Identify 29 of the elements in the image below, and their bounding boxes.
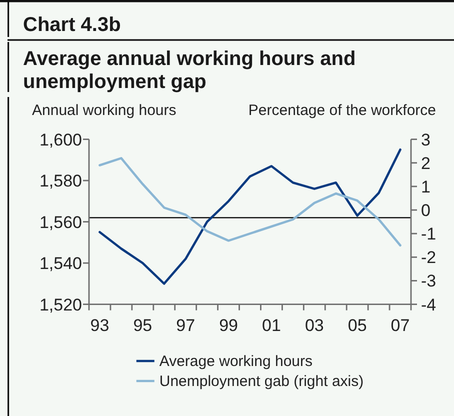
y2-tick-label: 3 <box>421 130 430 150</box>
x-tick-label: 05 <box>348 316 367 335</box>
x-tick-label: 03 <box>304 316 324 335</box>
chart-title: Average annual working hours and unemployment gap <box>23 48 356 93</box>
x-tick-label: 07 <box>390 316 410 335</box>
y-tick-label: 1,560 <box>39 212 82 232</box>
legend-label: Average working hours <box>159 353 313 370</box>
legend-label: Unemployment gab (right axis) <box>159 373 364 390</box>
x-tick-label: 99 <box>219 316 238 335</box>
y2-tick-label: 1 <box>421 177 430 196</box>
y2-axis-title: Percentage of the workforce <box>248 102 436 119</box>
x-tick-label: 93 <box>90 316 110 335</box>
y-tick-label: 1,580 <box>39 172 82 190</box>
y-tick-label: 1,600 <box>39 130 82 150</box>
x-tick-label: 01 <box>262 316 281 335</box>
y2-tick-label: 0 <box>421 200 430 220</box>
y-tick-label: 1,520 <box>39 295 82 314</box>
x-tick-label: 95 <box>133 316 152 335</box>
caption: Chart 4.3b <box>23 14 121 36</box>
x-tick-label: 97 <box>176 316 196 335</box>
y2-tick-label: -1 <box>421 224 436 244</box>
y2-tick-label: -2 <box>421 248 436 268</box>
y-tick-label: 1,540 <box>39 254 82 273</box>
line-series <box>98 157 402 247</box>
y2-tick-label: 2 <box>421 154 430 173</box>
line-series <box>98 148 402 285</box>
y2-tick-label: -3 <box>421 272 436 291</box>
y-axis-title: Annual working hours <box>32 102 176 119</box>
y2-tick-label: -4 <box>421 295 436 314</box>
